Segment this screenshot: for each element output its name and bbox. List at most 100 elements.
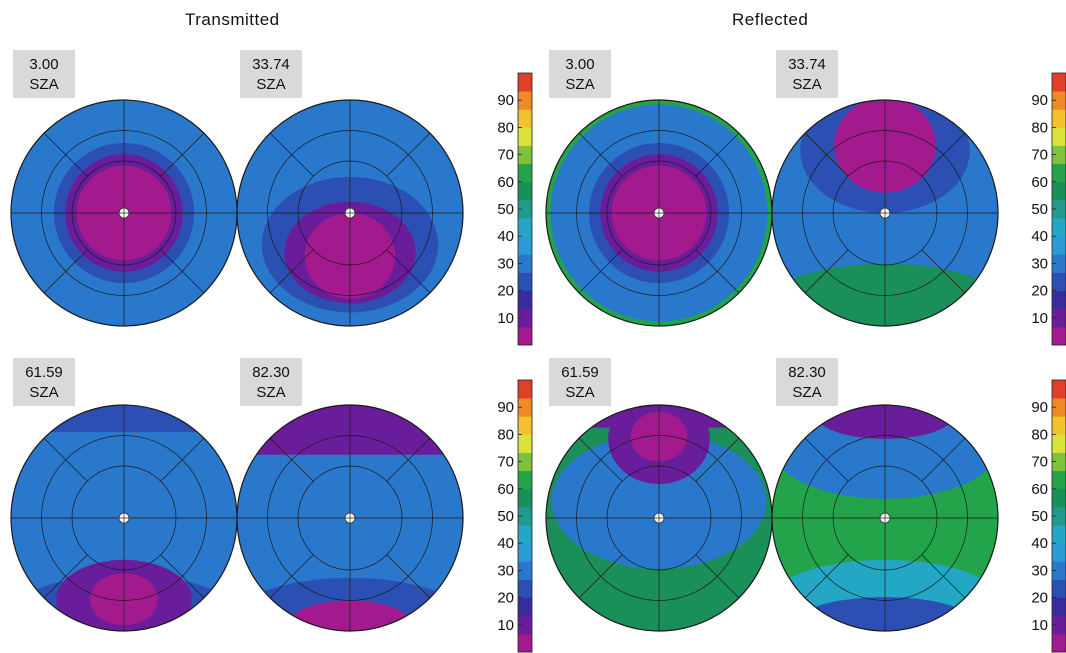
sza-caption: SZA xyxy=(792,384,822,401)
polar-grid-line xyxy=(269,132,314,177)
colorbar-segment xyxy=(1052,290,1066,310)
colorbar-segment xyxy=(1052,181,1066,201)
polar-grid-line xyxy=(695,249,740,294)
colorbar-tick-label: 20 xyxy=(497,590,514,607)
colorbar-segment xyxy=(1052,543,1066,562)
colorbar-segment xyxy=(518,416,532,435)
polar-grid-line xyxy=(804,437,849,482)
colorbar-segment xyxy=(518,145,532,165)
polar-grid-line xyxy=(386,132,431,177)
polar-grid-line xyxy=(804,249,849,294)
colorbar-segment xyxy=(1052,597,1066,617)
polar-grid-line xyxy=(43,132,88,177)
colorbar-segment xyxy=(1052,470,1066,490)
colorbar: 10 20 30 40 50 60 70 80 90 xyxy=(497,379,533,653)
colorbar-segment xyxy=(1052,579,1066,598)
colorbar-segment xyxy=(518,452,532,472)
colorbar-segment xyxy=(1052,615,1066,635)
colorbar-segment xyxy=(1052,633,1066,653)
polar-grid-line xyxy=(921,132,966,177)
colorbar-tick-label: 80 xyxy=(497,119,514,136)
sza-value: 3.00 xyxy=(29,56,59,73)
polar-panel xyxy=(10,99,238,327)
colorbar-tick-label: 10 xyxy=(1031,617,1048,634)
colorbar-segment xyxy=(1052,127,1066,146)
colorbar-tick-label: 40 xyxy=(497,535,514,552)
sza-caption: SZA xyxy=(29,76,59,93)
colorbar-tick-label: 80 xyxy=(497,426,514,443)
polar-grid-line xyxy=(578,437,623,482)
polar-grid-line xyxy=(695,132,740,177)
sza-caption: SZA xyxy=(565,76,595,93)
colorbar-segment xyxy=(518,561,532,580)
colorbar-segment xyxy=(518,488,532,508)
colorbar-segment xyxy=(518,434,532,453)
colorbar-tick-label: 90 xyxy=(497,399,514,416)
polar-grid-line xyxy=(160,437,205,482)
polar-grid-line xyxy=(269,249,314,294)
polar-grid-line xyxy=(578,249,623,294)
colorbar-tick-label: 30 xyxy=(497,562,514,579)
colorbar-tick-label: 50 xyxy=(497,508,514,525)
colorbar-tick-label: 70 xyxy=(497,454,514,471)
colorbar-tick-label: 30 xyxy=(497,255,514,272)
colorbar-segment xyxy=(1052,416,1066,435)
polar-grid-line xyxy=(804,132,849,177)
sza-label: 3.00 SZA xyxy=(549,50,611,98)
polar-grid-line xyxy=(578,132,623,177)
colorbar-tick-label: 20 xyxy=(1031,283,1048,300)
colorbar-segment xyxy=(518,506,532,526)
colorbar-tick-label: 40 xyxy=(1031,535,1048,552)
sza-value: 33.74 xyxy=(788,56,826,73)
colorbar-segment xyxy=(518,199,532,219)
colorbar-segment xyxy=(1052,452,1066,472)
colorbar-segment xyxy=(518,398,532,417)
polar-grid-line xyxy=(578,554,623,599)
colorbar-segment xyxy=(1052,488,1066,508)
polar-panel xyxy=(771,99,999,327)
colorbar-tick-label: 30 xyxy=(1031,562,1048,579)
colorbar-tick-label: 10 xyxy=(497,617,514,634)
colorbar-segment xyxy=(518,543,532,562)
colorbar-segment xyxy=(1052,91,1066,110)
colorbar-segment xyxy=(518,181,532,201)
colorbar-segment xyxy=(1052,199,1066,219)
transmitted-title: Transmitted xyxy=(185,10,280,29)
polar-panel xyxy=(236,99,464,327)
colorbar-tick-label: 10 xyxy=(497,310,514,327)
colorbar-tick-label: 80 xyxy=(1031,426,1048,443)
polar-panel xyxy=(10,404,238,632)
reflected-title: Reflected xyxy=(732,10,809,29)
colorbar-segment xyxy=(518,308,532,328)
polar-grid-line xyxy=(695,437,740,482)
polar-grid-line xyxy=(269,554,314,599)
sza-value: 61.59 xyxy=(561,364,599,381)
colorbar-segment xyxy=(518,326,532,346)
colorbar: 10 20 30 40 50 60 70 80 90 xyxy=(497,72,533,346)
polar-grid-line xyxy=(386,437,431,482)
sza-value: 33.74 xyxy=(252,56,290,73)
colorbar-segment xyxy=(518,109,532,128)
colorbar-tick-label: 70 xyxy=(497,147,514,164)
sza-value: 61.59 xyxy=(25,364,63,381)
colorbar-segment xyxy=(1052,380,1066,399)
colorbar-segment xyxy=(518,290,532,310)
sza-label: 3.00 SZA xyxy=(13,50,75,98)
polar-grid-line xyxy=(269,437,314,482)
polar-panel xyxy=(545,99,773,327)
colorbar-segment xyxy=(1052,398,1066,417)
colorbar-tick-label: 20 xyxy=(1031,590,1048,607)
sza-label: 82.30 SZA xyxy=(240,358,302,406)
polar-grid-line xyxy=(160,249,205,294)
sza-value: 3.00 xyxy=(565,56,595,73)
colorbar-segment xyxy=(518,218,532,237)
sza-caption: SZA xyxy=(256,76,286,93)
sza-caption: SZA xyxy=(565,384,595,401)
colorbar-segment xyxy=(518,272,532,291)
colorbar-tick-label: 60 xyxy=(497,174,514,191)
colorbar-tick-label: 30 xyxy=(1031,255,1048,272)
polar-grid-line xyxy=(160,554,205,599)
colorbar-segment xyxy=(518,615,532,635)
polar-grid-line xyxy=(695,554,740,599)
colorbar-segment xyxy=(1052,326,1066,346)
